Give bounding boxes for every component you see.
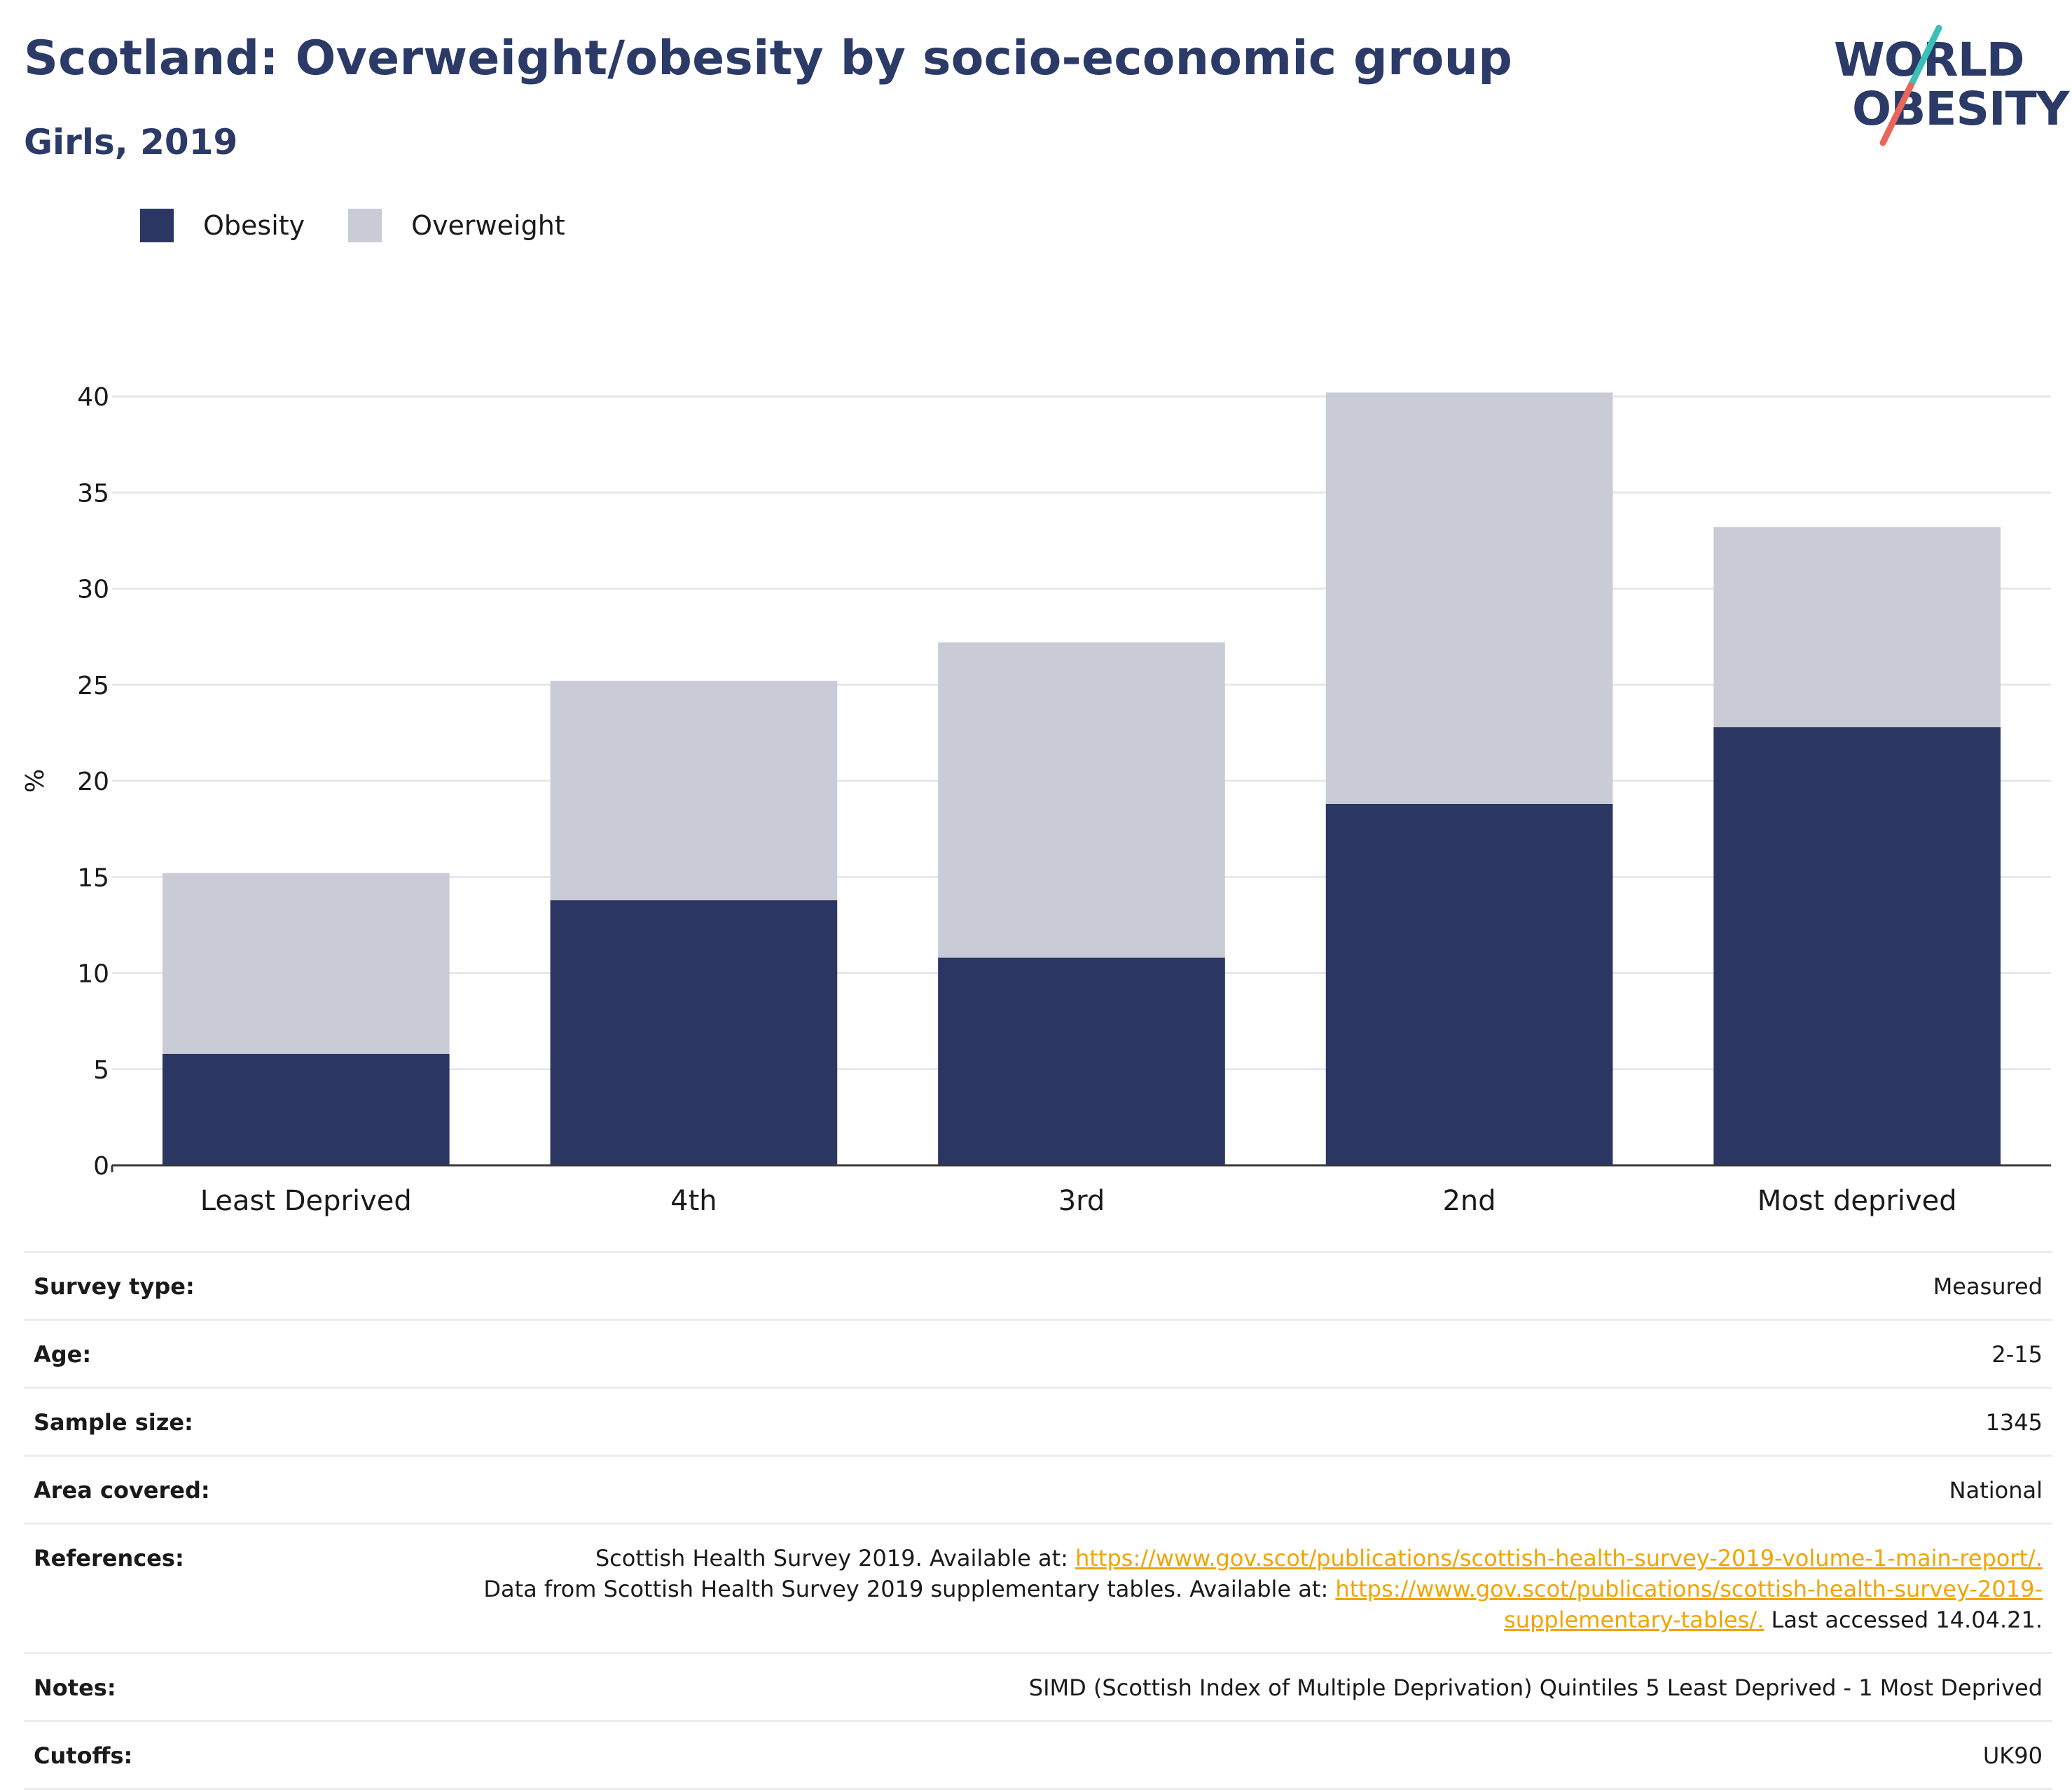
axes: 0 5 10 15 20 25 30 35 40 Least Deprived 4th 3rd 2nd M… <box>77 383 2051 1217</box>
x-tick-label: 4th <box>670 1185 717 1217</box>
info-value: 2-15 <box>1991 1341 2043 1368</box>
legend-label-obesity: Obesity <box>203 210 305 241</box>
legend-swatch-obesity <box>140 209 174 242</box>
y-tick-label: 0 <box>93 1152 109 1181</box>
logo-slash-icon <box>1879 25 1942 146</box>
x-tick-label: Least Deprived <box>200 1185 412 1217</box>
info-row-cutoffs: Cutoffs: UK90 <box>24 1720 2052 1790</box>
bar-overweight-5[interactable] <box>1713 527 2001 728</box>
info-value: Measured <box>1933 1273 2043 1300</box>
y-tick-label: 25 <box>77 672 109 700</box>
legend-item-overweight[interactable]: Overweight <box>348 209 565 242</box>
info-label: Notes: <box>34 1674 116 1701</box>
reference-text: Last accessed 14.04.21. <box>1764 1607 2043 1633</box>
legend-swatch-overweight <box>348 209 382 242</box>
chart-legend: Obesity Overweight <box>140 209 609 242</box>
info-value: National <box>1949 1477 2043 1504</box>
bar-overweight-2[interactable] <box>550 681 838 901</box>
page-title: Scotland: Overweight/obesity by socio-ec… <box>24 31 1513 86</box>
legend-label-overweight: Overweight <box>411 210 565 241</box>
bar-overweight-1[interactable] <box>162 873 450 1054</box>
bar-obesity-5[interactable] <box>1713 727 2001 1165</box>
info-label: Cutoffs: <box>34 1742 133 1769</box>
logo-word-obesity: OBESITY <box>1852 82 2069 136</box>
x-tick-label: 3rd <box>1058 1185 1105 1217</box>
info-row-references: References: Scottish Health Survey 2019.… <box>24 1522 2052 1652</box>
bar-chart: 0 5 10 15 20 25 30 35 40 Least Deprived 4th 3rd 2nd M… <box>21 383 2051 1217</box>
info-label: Area covered: <box>34 1477 210 1504</box>
reference-link-main-report[interactable]: https://www.gov.scot/publications/scotti… <box>1075 1545 2043 1572</box>
info-label: Age: <box>34 1341 92 1368</box>
bar-overweight-3[interactable] <box>938 642 1225 958</box>
reference-text: Scottish Health Survey 2019. Available a… <box>595 1545 1076 1572</box>
reference-link-supplementary-tables[interactable]: https://www.gov.scot/publications/scotti… <box>1335 1576 2043 1633</box>
bar-obesity-4[interactable] <box>1325 803 1613 1165</box>
legend-item-obesity[interactable]: Obesity <box>140 209 305 242</box>
info-row-age: Age: 2-15 <box>24 1319 2052 1387</box>
y-axis-label: % <box>21 769 50 793</box>
info-row-notes: Notes: SIMD (Scottish Index of Multiple … <box>24 1652 2052 1720</box>
info-value: UK90 <box>1982 1742 2043 1769</box>
info-value: 1345 <box>1985 1409 2043 1436</box>
survey-info-table: Survey type: Measured Age: 2-15 Sample s… <box>24 1251 2052 1790</box>
reference-text: Data from Scottish Health Survey 2019 su… <box>483 1576 1336 1602</box>
bars <box>162 392 2001 1165</box>
bar-obesity-1[interactable] <box>162 1053 450 1165</box>
info-label: Survey type: <box>34 1273 195 1300</box>
info-row-survey-type: Survey type: Measured <box>24 1251 2052 1319</box>
y-tick-label: 15 <box>77 863 109 892</box>
x-tick-label: Most deprived <box>1757 1185 1957 1217</box>
y-tick-label: 35 <box>77 479 109 508</box>
info-label: Sample size: <box>34 1409 193 1436</box>
y-tick-label: 10 <box>77 960 109 989</box>
y-tick-label: 20 <box>77 768 109 796</box>
references-text: Scottish Health Survey 2019. Available a… <box>431 1543 2043 1635</box>
world-obesity-logo: WORLD OBESITY <box>1828 21 2069 147</box>
y-tick-label: 5 <box>93 1056 109 1085</box>
bar-obesity-3[interactable] <box>938 957 1225 1165</box>
bar-obesity-2[interactable] <box>550 900 838 1165</box>
bar-overweight-4[interactable] <box>1325 392 1613 804</box>
y-tick-label: 30 <box>77 576 109 604</box>
info-value: SIMD (Scottish Index of Multiple Depriva… <box>1028 1674 2043 1701</box>
x-tick-label: 2nd <box>1442 1185 1496 1217</box>
page-subtitle: Girls, 2019 <box>24 122 238 162</box>
info-row-area-covered: Area covered: National <box>24 1455 2052 1522</box>
y-tick-label: 40 <box>77 383 109 412</box>
info-label: References: <box>34 1545 184 1572</box>
info-row-sample-size: Sample size: 1345 <box>24 1387 2052 1455</box>
